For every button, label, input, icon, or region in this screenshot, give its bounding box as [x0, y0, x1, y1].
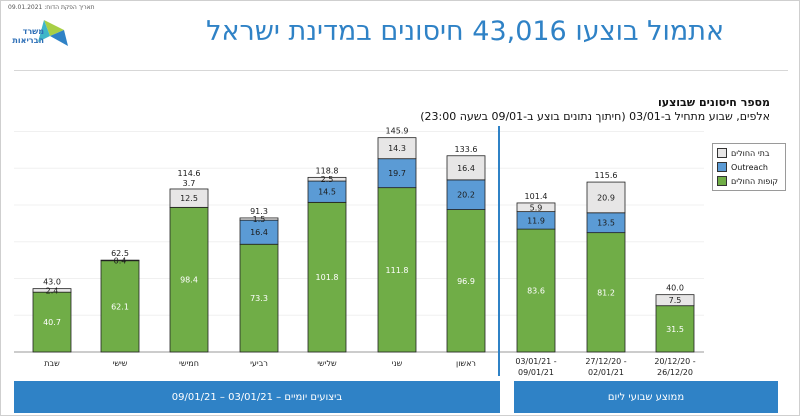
total-value-label: 40.0	[666, 284, 684, 293]
total-value-label: 43.0	[43, 278, 61, 287]
category-label: 26/12/20	[657, 368, 693, 377]
category-label: שני	[392, 359, 403, 368]
hospital-segment	[446, 155, 486, 181]
publish-date: תאריך הפקת הדוח: 09.01.2021	[8, 4, 95, 11]
total-value-label: 101.4	[525, 192, 548, 201]
segment-value-label: 40.7	[43, 318, 61, 327]
total-value-label: 133.6	[455, 145, 478, 154]
chart-subtitle: אלפים, שבוע מתחיל ב-03/01 (חיתוך נתונים …	[420, 110, 770, 123]
segment-value-label: 14.5	[318, 188, 336, 197]
segment-value-label: 16.4	[250, 228, 268, 237]
total-value-label: 115.6	[595, 171, 618, 180]
segment-value-label: 111.8	[386, 266, 409, 275]
segment-value-label: 1.5	[253, 215, 266, 224]
outreach-segment	[377, 158, 417, 189]
extra-value-label: 3.7	[183, 179, 196, 188]
segment-value-label: 5.9	[530, 203, 543, 212]
hospital-segment	[100, 259, 140, 262]
hmo-segment	[446, 209, 486, 353]
hmo-segment	[586, 232, 626, 353]
hospital-segment	[377, 137, 417, 160]
title-divider	[14, 70, 788, 71]
segment-value-label: 98.4	[180, 276, 198, 285]
hospital-segment	[655, 294, 695, 307]
segment-value-label: 14.3	[388, 144, 406, 153]
segment-value-label: 16.4	[457, 164, 475, 173]
hmo-segment	[32, 291, 72, 353]
category-label: חמישי	[179, 359, 199, 368]
legend-swatch-hmos	[717, 176, 727, 186]
legend-label: Outreach	[731, 162, 768, 172]
segment-value-label: 13.5	[597, 219, 615, 228]
segment-value-label: 0.4	[114, 256, 127, 265]
hospital-segment	[307, 176, 347, 182]
total-value-label: 114.6	[178, 169, 201, 178]
total-value-label: 62.5	[111, 249, 129, 258]
hospital-segment	[32, 288, 72, 293]
category-label: שלישי	[317, 359, 337, 368]
category-label: 20/12/20 -	[654, 357, 695, 366]
legend-label: בתי החולים	[731, 148, 770, 158]
segment-value-label: 2.5	[321, 175, 334, 184]
category-label: 02/01/21	[588, 368, 624, 377]
hospital-segment	[239, 217, 279, 221]
legend-item-hospitals: בתי החולים	[717, 147, 783, 159]
hmo-segment	[100, 260, 140, 353]
hospital-segment	[169, 188, 209, 208]
segment-value-label: 31.5	[666, 325, 684, 334]
category-label: ראשון	[456, 359, 476, 368]
hospital-segment	[586, 181, 626, 214]
outreach-segment	[446, 179, 486, 210]
legend-label: קופות החולים	[731, 176, 779, 186]
ministry-logo	[6, 16, 70, 56]
segment-value-label: 81.2	[597, 288, 615, 297]
segment-value-label: 12.5	[180, 194, 198, 203]
segment-value-label: 101.8	[316, 273, 339, 282]
segment-value-label: 2.4	[46, 286, 59, 295]
category-label: 03/01/21 -	[515, 357, 556, 366]
total-value-label: 91.3	[250, 207, 268, 216]
segment-value-label: 19.7	[388, 169, 406, 178]
hmo-segment	[377, 187, 417, 353]
segment-value-label: 62.1	[111, 302, 129, 311]
chart-legend: בתי החולים Outreach קופות החולים	[712, 143, 786, 191]
total-value-label: 118.8	[316, 166, 339, 175]
hmo-segment	[169, 206, 209, 353]
hmo-segment	[239, 243, 279, 353]
hmo-segment	[307, 201, 347, 353]
logo-text: משרד הבריאות	[12, 27, 44, 45]
chart-title: מספר חיסונים שבוצעו	[658, 96, 770, 109]
segment-value-label: 83.6	[527, 287, 545, 296]
category-label: רביעי	[250, 359, 268, 368]
segment-value-label: 7.5	[669, 296, 682, 305]
hospital-segment	[516, 202, 556, 213]
segment-value-label: 96.9	[457, 277, 475, 286]
daily-section-banner: ביצועים יומיים – 03/01/21 – 09/01/21	[14, 381, 500, 413]
legend-swatch-hospitals	[717, 148, 727, 158]
segment-value-label: 20.2	[457, 191, 475, 200]
section-divider	[498, 126, 500, 376]
segment-value-label: 20.9	[597, 193, 615, 202]
page-title: אתמול בוצעו 43,016 חיסונים במדינת ישראל	[206, 16, 724, 47]
weekly-section-banner: ממוצע שבועי ליום	[514, 381, 778, 413]
segment-value-label: 73.3	[250, 294, 268, 303]
legend-item-outreach: Outreach	[717, 161, 783, 173]
category-label: שבת	[44, 359, 60, 368]
total-value-label: 145.9	[386, 127, 409, 136]
legend-item-hmos: קופות החולים	[717, 175, 783, 187]
legend-swatch-outreach	[717, 162, 727, 172]
category-label: שישי	[113, 359, 128, 368]
segment-value-label: 11.9	[527, 216, 545, 225]
category-label: 27/12/20 -	[585, 357, 626, 366]
logo-icon	[38, 20, 68, 46]
category-label: 09/01/21	[518, 368, 554, 377]
